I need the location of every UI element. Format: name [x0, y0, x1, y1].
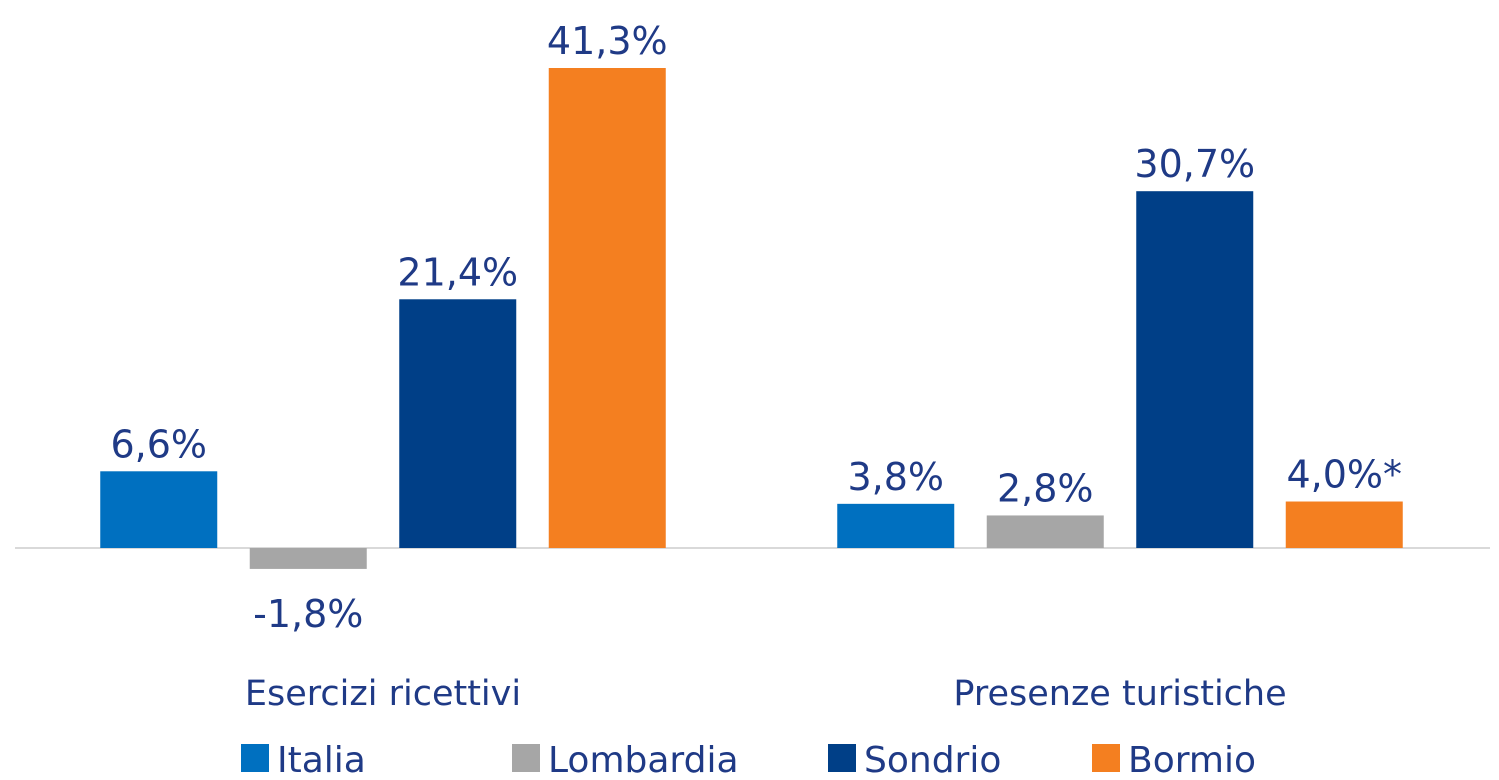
legend-swatch [241, 744, 269, 772]
value-label: 41,3% [547, 19, 668, 63]
bar [986, 515, 1104, 548]
legend-label: Sondrio [864, 740, 1001, 780]
bar [1285, 501, 1403, 548]
value-label: 21,4% [397, 250, 518, 294]
value-label: -1,8% [253, 592, 363, 636]
legend-label: Bormio [1128, 740, 1256, 780]
bar [100, 471, 218, 548]
legend-swatch [1092, 744, 1120, 772]
value-label: 30,7% [1134, 142, 1255, 186]
category-label: Presenze turistiche [953, 674, 1286, 714]
value-label: 6,6% [110, 422, 207, 466]
bar [399, 299, 517, 548]
category-label: Esercizi ricettivi [245, 674, 521, 714]
bar [548, 68, 666, 548]
legend-swatch [512, 744, 540, 772]
legend-label: Italia [277, 740, 366, 780]
legend-label: Lombardia [548, 740, 739, 780]
bar [249, 548, 367, 569]
legend-swatch [828, 744, 856, 772]
value-label: 4,0%* [1286, 453, 1402, 497]
value-label: 2,8% [997, 466, 1094, 510]
bar [1136, 191, 1254, 549]
bar [837, 503, 955, 548]
value-label: 3,8% [847, 455, 944, 499]
